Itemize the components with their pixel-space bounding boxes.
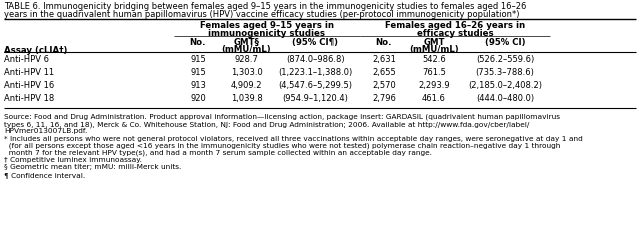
Text: (mMU/mL): (mMU/mL): [409, 45, 459, 54]
Text: 761.5: 761.5: [422, 68, 446, 77]
Text: Anti-HPV 11: Anti-HPV 11: [4, 68, 54, 77]
Text: No.: No.: [376, 38, 392, 47]
Text: 913: 913: [190, 81, 206, 90]
Text: (for all persons except those aged <16 years in the immunogenicity studies who w: (for all persons except those aged <16 y…: [4, 142, 561, 149]
Text: 920: 920: [190, 94, 206, 103]
Text: 461.6: 461.6: [422, 94, 446, 103]
Text: 915: 915: [190, 55, 206, 64]
Text: Assay (cLIA†): Assay (cLIA†): [4, 46, 67, 55]
Text: 542.6: 542.6: [422, 55, 446, 64]
Text: (95% CI): (95% CI): [484, 38, 525, 47]
Text: 928.7: 928.7: [235, 55, 259, 64]
Text: GMT: GMT: [423, 38, 445, 47]
Text: 2,655: 2,655: [372, 68, 396, 77]
Text: HPVmer013007LB.pdf.: HPVmer013007LB.pdf.: [4, 128, 88, 134]
Text: Anti-HPV 6: Anti-HPV 6: [4, 55, 49, 64]
Text: ¶ Confidence interval.: ¶ Confidence interval.: [4, 171, 85, 177]
Text: GMT§: GMT§: [234, 38, 259, 47]
Text: (1,223.1–1,388.0): (1,223.1–1,388.0): [278, 68, 353, 77]
Text: (95% CI¶): (95% CI¶): [292, 38, 339, 47]
Text: (526.2–559.6): (526.2–559.6): [476, 55, 534, 64]
Text: 2,796: 2,796: [372, 94, 396, 103]
Text: efficacy studies: efficacy studies: [417, 29, 493, 38]
Text: TABLE 6. Immunogenicity bridging between females aged 9–15 years in the immunoge: TABLE 6. Immunogenicity bridging between…: [4, 2, 526, 11]
Text: Females aged 9–15 years in: Females aged 9–15 years in: [200, 21, 334, 30]
Text: 915: 915: [190, 68, 206, 77]
Text: Anti-HPV 18: Anti-HPV 18: [4, 94, 54, 103]
Text: Anti-HPV 16: Anti-HPV 16: [4, 81, 54, 90]
Text: * Includes all persons who were not general protocol violators, received all thr: * Includes all persons who were not gene…: [4, 135, 583, 141]
Text: 2,631: 2,631: [372, 55, 396, 64]
Text: (874.0–986.8): (874.0–986.8): [286, 55, 345, 64]
Text: 1,039.8: 1,039.8: [230, 94, 262, 103]
Text: 1,303.0: 1,303.0: [230, 68, 262, 77]
Text: (4,547.6–5,299.5): (4,547.6–5,299.5): [278, 81, 353, 90]
Text: (444.0–480.0): (444.0–480.0): [476, 94, 534, 103]
Text: Females aged 16–26 years in: Females aged 16–26 years in: [385, 21, 525, 30]
Text: (954.9–1,120.4): (954.9–1,120.4): [283, 94, 348, 103]
Text: types 6, 11, 16, and 18), Merck & Co. Whitehouse Station, NJ: Food and Drug Admi: types 6, 11, 16, and 18), Merck & Co. Wh…: [4, 121, 529, 127]
Text: 2,570: 2,570: [372, 81, 396, 90]
Text: Source: Food and Drug Administration. Product approval information—licensing act: Source: Food and Drug Administration. Pr…: [4, 113, 560, 120]
Text: month 7 for the relevant HPV type(s), and had a month 7 serum sample collected w: month 7 for the relevant HPV type(s), an…: [4, 149, 432, 156]
Text: † Competitive luminex immunoassay.: † Competitive luminex immunoassay.: [4, 157, 142, 162]
Text: years in the quadrivalent human papillomavirus (HPV) vaccine efficacy studies (p: years in the quadrivalent human papillom…: [4, 10, 520, 19]
Text: No.: No.: [189, 38, 206, 47]
Text: (mMU/mL): (mMU/mL): [221, 45, 271, 54]
Text: immunogenicity studies: immunogenicity studies: [209, 29, 326, 38]
Text: 4,909.2: 4,909.2: [231, 81, 262, 90]
Text: 2,293.9: 2,293.9: [418, 81, 450, 90]
Text: (735.3–788.6): (735.3–788.6): [476, 68, 534, 77]
Text: (2,185.0–2,408.2): (2,185.0–2,408.2): [468, 81, 542, 90]
Text: § Geometric mean titer; mMU: milli-Merck units.: § Geometric mean titer; mMU: milli-Merck…: [4, 164, 181, 170]
